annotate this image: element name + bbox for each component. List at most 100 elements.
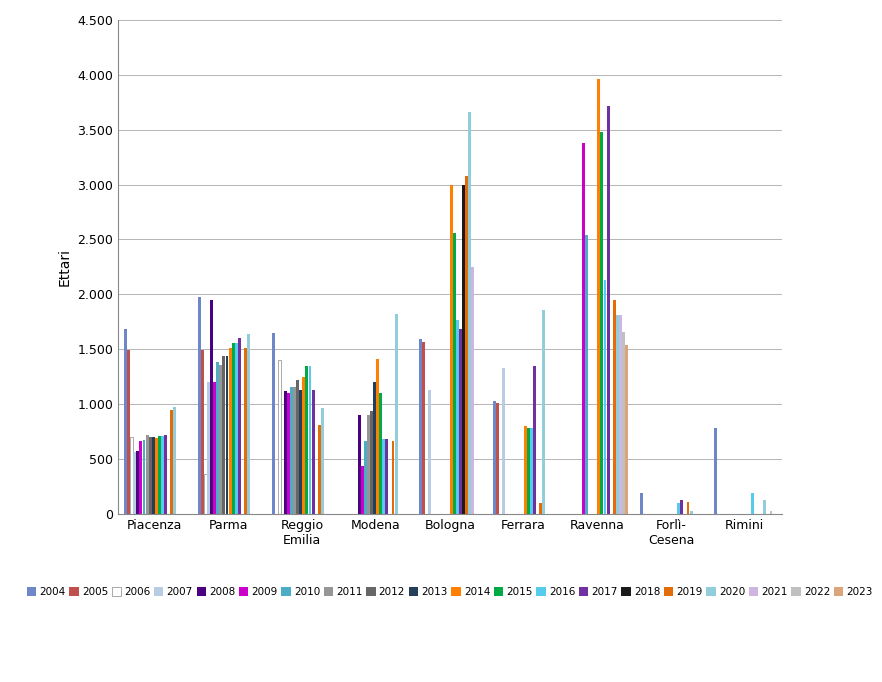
- Y-axis label: Ettari: Ettari: [57, 248, 71, 286]
- Bar: [222, 356, 226, 514]
- Bar: [376, 359, 379, 514]
- Bar: [226, 356, 228, 514]
- Bar: [238, 338, 241, 514]
- Bar: [367, 415, 370, 514]
- Bar: [228, 348, 232, 514]
- Bar: [597, 79, 601, 514]
- Bar: [131, 437, 133, 514]
- Bar: [220, 365, 222, 514]
- Bar: [137, 451, 139, 514]
- Bar: [290, 387, 293, 514]
- Bar: [379, 393, 382, 514]
- Bar: [607, 106, 609, 514]
- Bar: [450, 185, 452, 514]
- Bar: [293, 387, 296, 514]
- Bar: [198, 297, 201, 514]
- Bar: [358, 415, 361, 514]
- Bar: [303, 376, 305, 514]
- Bar: [468, 112, 471, 514]
- Bar: [164, 435, 167, 514]
- Bar: [311, 390, 315, 514]
- Bar: [419, 340, 422, 514]
- Bar: [764, 499, 766, 514]
- Bar: [677, 503, 680, 514]
- Bar: [299, 390, 303, 514]
- Bar: [361, 466, 363, 514]
- Bar: [625, 345, 628, 514]
- Bar: [204, 474, 207, 514]
- Bar: [619, 315, 622, 514]
- Bar: [770, 511, 773, 514]
- Bar: [533, 366, 536, 514]
- Bar: [139, 441, 142, 514]
- Bar: [472, 267, 475, 514]
- Bar: [524, 426, 527, 514]
- Bar: [370, 411, 373, 514]
- Bar: [392, 441, 394, 514]
- Bar: [453, 233, 456, 514]
- Bar: [385, 439, 388, 514]
- Bar: [622, 331, 625, 514]
- Bar: [152, 437, 154, 514]
- Bar: [235, 342, 238, 514]
- Bar: [170, 410, 173, 514]
- Bar: [309, 366, 311, 514]
- Bar: [496, 403, 499, 514]
- Bar: [714, 428, 717, 514]
- Bar: [382, 439, 385, 514]
- Bar: [462, 185, 465, 514]
- Bar: [363, 441, 367, 514]
- Bar: [429, 390, 431, 514]
- Bar: [422, 342, 425, 514]
- Bar: [318, 425, 321, 514]
- Bar: [216, 362, 220, 514]
- Bar: [539, 503, 542, 514]
- Bar: [305, 366, 309, 514]
- Bar: [690, 511, 692, 514]
- Bar: [244, 348, 247, 514]
- Bar: [502, 368, 505, 514]
- Bar: [527, 428, 530, 514]
- Bar: [213, 382, 216, 514]
- Bar: [601, 132, 603, 514]
- Bar: [158, 436, 161, 514]
- Bar: [284, 391, 287, 514]
- Bar: [460, 329, 462, 514]
- Bar: [127, 351, 130, 514]
- Bar: [133, 452, 136, 514]
- Bar: [247, 334, 250, 514]
- Bar: [680, 499, 684, 514]
- Bar: [210, 300, 213, 514]
- Bar: [613, 300, 616, 514]
- Bar: [174, 407, 176, 514]
- Bar: [321, 409, 324, 514]
- Bar: [456, 320, 459, 514]
- Bar: [603, 280, 607, 514]
- Bar: [232, 342, 235, 514]
- Bar: [530, 428, 533, 514]
- Bar: [124, 329, 127, 514]
- Bar: [296, 380, 299, 514]
- Bar: [287, 393, 290, 514]
- Bar: [149, 437, 152, 514]
- Bar: [394, 314, 398, 514]
- Bar: [272, 333, 274, 514]
- Bar: [542, 310, 545, 514]
- Bar: [161, 436, 164, 514]
- Bar: [146, 435, 148, 514]
- Bar: [585, 235, 588, 514]
- Bar: [466, 176, 468, 514]
- Bar: [143, 441, 146, 514]
- Bar: [493, 401, 496, 514]
- Bar: [582, 143, 585, 514]
- Legend: 2004, 2005, 2006, 2007, 2008, 2009, 2010, 2011, 2012, 2013, 2014, 2015, 2016, 20: 2004, 2005, 2006, 2007, 2008, 2009, 2010…: [23, 583, 877, 602]
- Bar: [155, 438, 158, 514]
- Bar: [207, 382, 210, 514]
- Bar: [278, 360, 280, 514]
- Bar: [751, 493, 754, 514]
- Bar: [373, 382, 376, 514]
- Bar: [686, 502, 690, 514]
- Bar: [640, 493, 643, 514]
- Bar: [616, 315, 619, 514]
- Bar: [201, 351, 204, 514]
